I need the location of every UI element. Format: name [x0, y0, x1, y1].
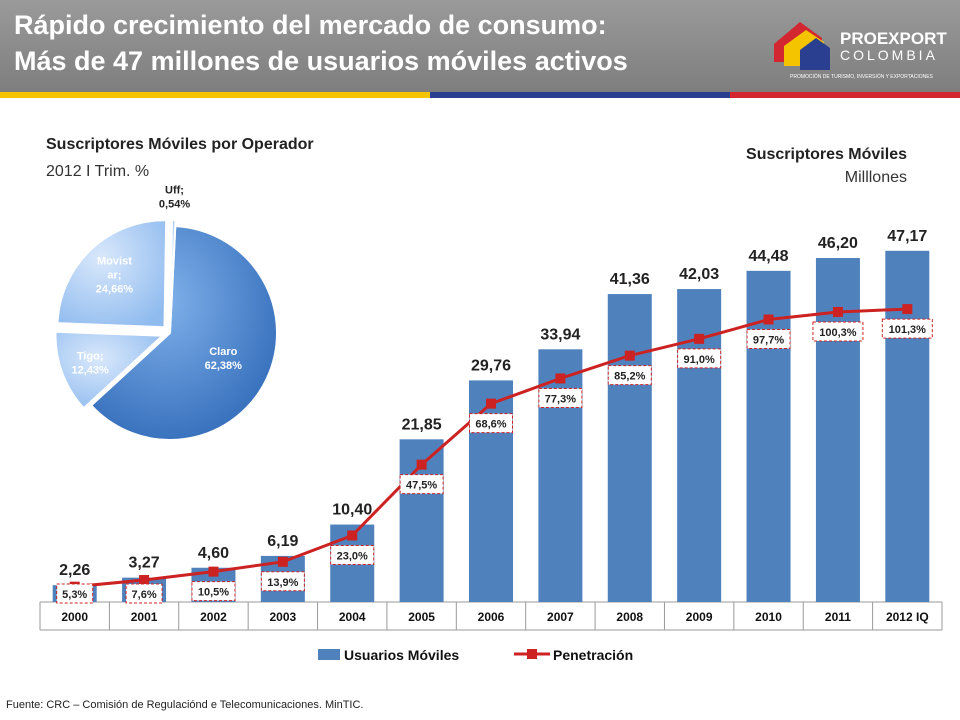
bar-usuarios-2012-IQ [885, 250, 930, 602]
page-title-line1: Rápido crecimiento del mercado de consum… [14, 10, 607, 40]
penetracion-value-label: 13,9% [267, 577, 298, 589]
penetracion-marker [208, 566, 219, 577]
operator-pie-chart: Claro 62,38% Tigo; 12,43% Movist ar; 24,66% Uff… [54, 185, 278, 441]
flag-stripe [0, 92, 960, 98]
penetracion-label-box [812, 321, 864, 342]
bar-value-label: 3,27 [129, 555, 160, 572]
penetracion-label-box [191, 581, 236, 602]
bar-value-label: 4,60 [198, 545, 229, 562]
x-tick-label: 2012 IQ [886, 610, 929, 624]
logo-tagline: PROMOCIÓN DE TURISMO, INVERSIÓN Y EXPORT… [790, 73, 934, 80]
penetracion-label-box [330, 544, 375, 565]
legend-label-usuarios: Usuarios Móviles [344, 647, 459, 663]
x-tick-label: 2007 [547, 610, 574, 624]
bar-chart-title: Suscriptores Móviles [746, 146, 907, 163]
penetracion-marker [416, 459, 427, 470]
x-tick-label: 2001 [131, 610, 158, 624]
page-title-line2: Más de 47 millones de usuarios móviles a… [14, 46, 628, 76]
penetracion-marker [694, 333, 705, 344]
x-tick-label: 2006 [478, 610, 505, 624]
penetracion-value-label: 97,7% [753, 334, 784, 346]
pie-slice-tigo [54, 330, 165, 410]
penetracion-value-label: 23,0% [337, 550, 368, 562]
penetracion-value-label: 100,3% [819, 327, 857, 339]
x-tick-label: 2003 [269, 610, 296, 624]
penetracion-value-label: 101,3% [889, 324, 927, 336]
x-tick-label: 2004 [339, 610, 366, 624]
penetracion-value-label: 91,0% [684, 354, 715, 366]
penetracion-value-label: 5,3% [62, 589, 87, 601]
pie-chart-title: Suscriptores Móviles por Operador [46, 136, 314, 153]
bar-value-label: 42,03 [679, 266, 719, 283]
pie-label-claro: Claro 62,38% [205, 346, 243, 372]
bar-value-label: 29,76 [471, 357, 511, 374]
penetracion-marker [277, 556, 288, 567]
x-tick-label: 2008 [616, 610, 643, 624]
bar-usuarios-2007 [538, 349, 583, 602]
bar-chart-subtitle: Milllones [845, 169, 907, 186]
pie-slice-movistar [56, 219, 168, 329]
pie-chart-subtitle: 2012 I Trim. % [46, 163, 149, 180]
pie-label-tigo: Tigo; 12,43% [72, 350, 110, 376]
penetracion-label-box [469, 413, 513, 434]
penetracion-value-label: 7,6% [132, 589, 157, 601]
penetracion-marker [555, 373, 566, 384]
x-tick-label: 2005 [408, 610, 435, 624]
pie-label-uff: Uff; 0,54% [159, 185, 190, 211]
penetracion-label-box [125, 583, 163, 604]
proexport-logo: PROEXPORT COLOMBIA PROMOCIÓN DE TURISMO,… [774, 22, 947, 80]
x-tick-label: 2000 [61, 610, 88, 624]
bar-value-label: 41,36 [610, 271, 650, 288]
penetracion-marker [347, 530, 358, 541]
penetracion-marker [486, 398, 496, 409]
bar-value-label: 6,19 [267, 533, 298, 550]
penetracion-value-label: 77,3% [545, 393, 576, 405]
header-banner: Rápido crecimiento del mercado de consum… [0, 0, 960, 92]
penetracion-marker [139, 575, 150, 586]
pie-slice-uff [169, 219, 177, 328]
bar-value-label: 46,20 [818, 235, 858, 252]
logo-sub: COLOMBIA [840, 47, 938, 63]
penetracion-value-label: 10,5% [198, 587, 229, 599]
penetracion-value-label: 85,2% [614, 371, 645, 383]
penetracion-label-box [746, 328, 791, 349]
penetracion-label-box [56, 583, 94, 604]
penetracion-value-label: 47,5% [406, 480, 437, 492]
bar-value-label: 33,94 [540, 326, 580, 343]
penetracion-label-box [538, 387, 583, 408]
bar-value-label: 44,48 [749, 248, 789, 265]
source-footnote: Fuente: CRC – Comisión de Regulaciónd e … [6, 699, 364, 711]
pie-slice-claro [89, 225, 278, 441]
bar-usuarios-2008 [607, 294, 652, 602]
subscribers-bar-chart: 2,26 2000 3,27 2001 4,60 2002 6,19 2003 10,40 200… [39, 228, 943, 631]
penetracion-label-box [399, 474, 444, 495]
chart-legend: Usuarios Móviles Penetración [318, 647, 633, 663]
logo-name: PROEXPORT [840, 29, 947, 48]
legend-swatch-usuarios [318, 649, 340, 660]
bar-usuarios-2010 [746, 270, 791, 602]
bar-value-label: 47,17 [887, 228, 927, 245]
pie-label-movistar: Movist ar; 24,66% [96, 255, 134, 295]
penetracion-marker [624, 350, 635, 361]
penetracion-marker [763, 314, 774, 325]
x-tick-label: 2009 [686, 610, 713, 624]
x-tick-label: 2011 [825, 610, 851, 624]
bar-value-label: 10,40 [332, 502, 372, 519]
logo-house-blue [800, 38, 830, 70]
penetracion-marker [832, 306, 843, 317]
bar-value-label: 21,85 [402, 416, 442, 433]
penetracion-label-box [607, 365, 652, 386]
penetracion-label-box [260, 571, 305, 592]
penetracion-label-box [677, 348, 722, 369]
bar-value-label: 2,26 [59, 562, 90, 579]
penetracion-label-box [881, 318, 933, 339]
legend-label-penetracion: Penetración [553, 647, 633, 663]
x-tick-label: 2002 [200, 610, 227, 624]
x-tick-label: 2010 [755, 610, 782, 624]
penetracion-marker [902, 304, 913, 315]
penetracion-value-label: 68,6% [475, 419, 506, 431]
legend-swatch-penetracion-marker [527, 649, 537, 659]
